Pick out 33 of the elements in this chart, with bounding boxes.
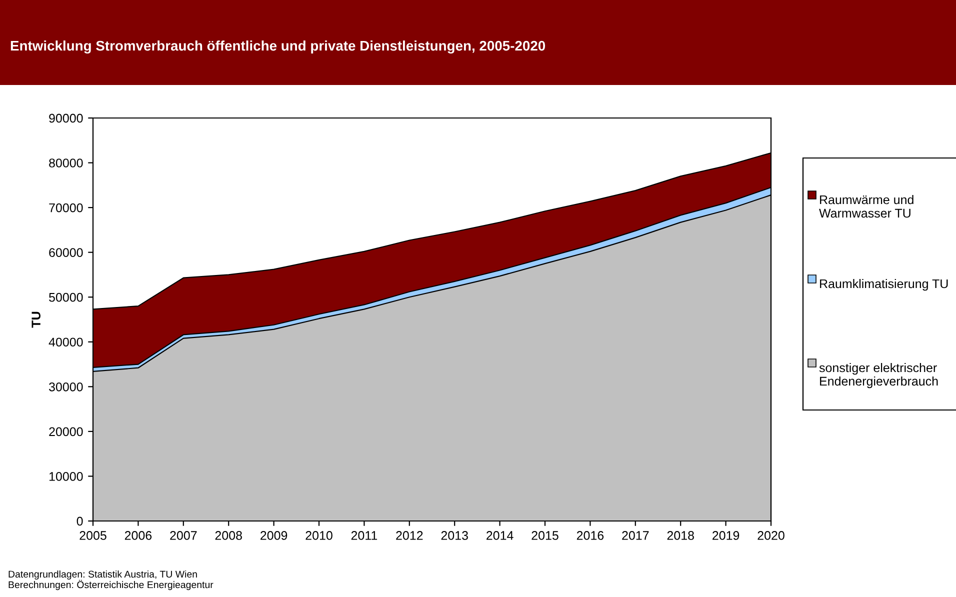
x-tick-label: 2007	[170, 531, 197, 540]
legend-label: Raumklimatisierung TU	[820, 279, 948, 291]
x-tick-label: 2014	[486, 531, 514, 540]
x-tick-label: 2020	[758, 531, 784, 540]
legend-label: sonstiger elektrischer Endenergieverbrauch	[819, 363, 938, 388]
legend-label: Raumwärme und Warmwasser TU	[819, 195, 914, 218]
x-tick-label: 2011	[351, 531, 378, 540]
y-tick-label: 20000	[49, 427, 83, 436]
y-tick-label: 70000	[49, 203, 83, 212]
x-tick-label: 2019	[712, 531, 740, 540]
x-tick-label: 2016	[576, 531, 604, 540]
y-tick-label: 40000	[48, 338, 83, 347]
x-tick-label: 2018	[667, 531, 694, 540]
y-tick-label: 0	[76, 516, 83, 526]
y-tick-label: 90000	[49, 114, 83, 123]
y-tick-label: 30000	[49, 382, 83, 392]
x-tick-label: 2013	[441, 531, 468, 540]
y-axis-title: TU	[32, 312, 40, 328]
text: Datengrundlagen: Statistik Austria, TU Wien	[8, 570, 197, 580]
y-tick-label: 60000	[49, 248, 83, 257]
x-tick-label: 2015	[532, 531, 558, 540]
x-tick-label: 2005	[80, 531, 106, 540]
x-tick-label: 2006	[124, 531, 152, 540]
x-tick-label: 2008	[215, 531, 242, 540]
x-tick-label: 2017	[622, 531, 649, 540]
x-tick-label: 2010	[306, 531, 332, 540]
text: Berechnungen: Österreichische Energieagentur	[8, 580, 214, 590]
x-tick-label: 2012	[396, 531, 423, 540]
y-tick-label: 10000	[49, 472, 83, 481]
chart-title: Entwicklung Stromverbrauch öffentliche und private Dienstleistungen, 2005-2020	[10, 40, 546, 54]
y-tick-label: 80000	[49, 158, 83, 168]
y-tick-label: 50000	[49, 292, 83, 302]
x-tick-label: 2009	[260, 531, 288, 540]
